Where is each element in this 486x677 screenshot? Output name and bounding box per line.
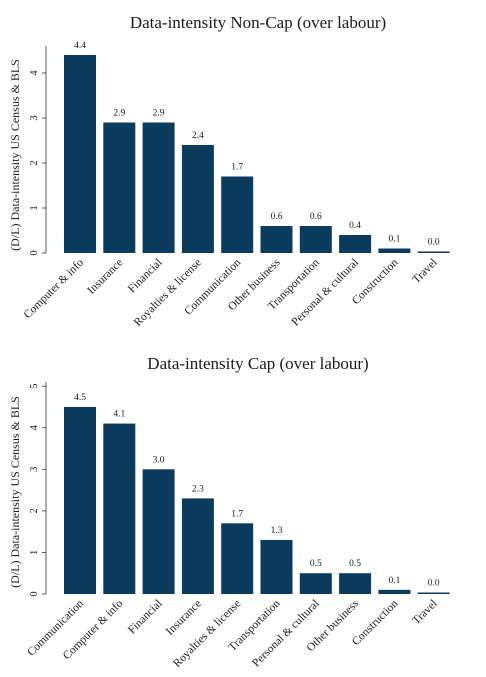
y-tick-label: 1 xyxy=(29,205,40,210)
y-tick-label: 0 xyxy=(29,250,40,255)
bar xyxy=(64,406,96,594)
y-tick-label: 2 xyxy=(29,508,40,513)
y-tick-label: 2 xyxy=(29,160,40,165)
bar xyxy=(260,226,293,253)
bar xyxy=(378,248,411,253)
data-label: 0.1 xyxy=(388,235,400,245)
bar xyxy=(221,176,254,253)
bar xyxy=(103,122,136,253)
y-tick-label: 1 xyxy=(29,550,40,555)
data-label: 1.3 xyxy=(271,526,283,536)
y-tick-label: 5 xyxy=(29,384,40,389)
data-label: 0.5 xyxy=(310,559,322,569)
bar xyxy=(339,235,372,253)
bar xyxy=(142,122,175,253)
data-label: 2.4 xyxy=(192,131,204,141)
chart-title: Data-intensity Cap (over labour) xyxy=(147,354,368,373)
data-label: 1.7 xyxy=(231,163,243,173)
bar xyxy=(417,592,450,594)
bar xyxy=(103,423,136,594)
data-label: 0.0 xyxy=(428,238,440,248)
y-tick-label: 4 xyxy=(29,70,40,76)
y-tick-label: 3 xyxy=(29,467,40,472)
y-tick-label: 0 xyxy=(29,591,40,596)
data-label: 2.9 xyxy=(113,109,125,119)
bar xyxy=(221,523,254,594)
y-tick-label: 4 xyxy=(29,424,40,430)
data-label: 4.4 xyxy=(74,41,86,51)
data-label: 2.3 xyxy=(192,484,204,494)
data-label: 0.5 xyxy=(349,559,361,569)
bar xyxy=(417,251,450,253)
chart-title: Data-intensity Non-Cap (over labour) xyxy=(130,13,386,32)
bar xyxy=(142,469,175,594)
bar xyxy=(299,226,332,253)
bar xyxy=(181,145,214,253)
y-tick-label: 3 xyxy=(29,115,40,120)
bar xyxy=(260,539,293,594)
data-label: 0.6 xyxy=(310,212,322,222)
data-label: 4.5 xyxy=(74,393,86,403)
bar xyxy=(339,573,372,594)
data-label: 0.6 xyxy=(271,212,283,222)
data-label: 0.0 xyxy=(428,579,440,589)
data-label: 0.1 xyxy=(388,576,400,586)
y-axis-label: (D/L) Data-intensity US Census & BLS xyxy=(8,396,22,588)
bar xyxy=(181,498,214,594)
y-axis-label: (D/L) Data-intensity US Census & BLS xyxy=(8,59,22,251)
data-label: 0.4 xyxy=(349,221,361,231)
bar xyxy=(299,573,332,594)
data-label: 3.0 xyxy=(153,455,165,465)
data-label: 1.7 xyxy=(231,509,243,519)
bar xyxy=(64,55,96,253)
bar xyxy=(378,589,411,594)
data-label: 2.9 xyxy=(153,109,165,119)
data-label: 4.1 xyxy=(113,410,125,420)
